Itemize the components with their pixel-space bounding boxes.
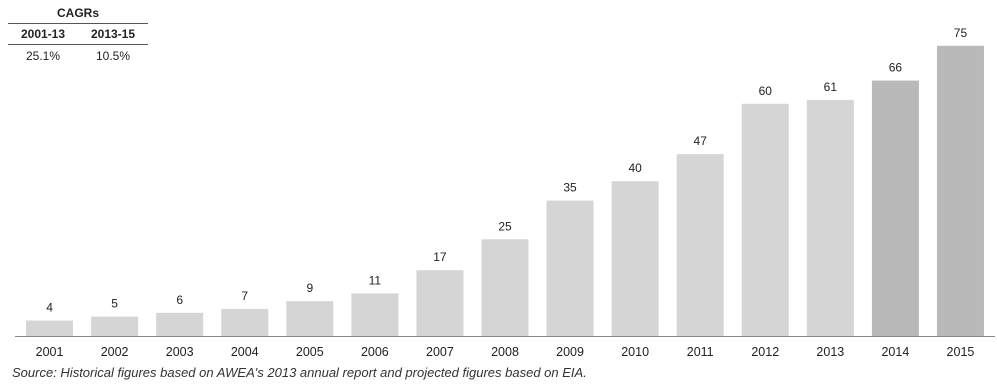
cagr-value-2013-15: 10.5% [95, 49, 131, 63]
data-label-2007: 17 [433, 250, 447, 264]
x-tick-label-2009: 2009 [556, 345, 584, 359]
x-tick-label-2007: 2007 [426, 345, 454, 359]
bar-2015 [936, 45, 984, 336]
data-label-2015: 75 [954, 26, 968, 40]
x-tick-label-2004: 2004 [231, 345, 259, 359]
data-label-2013: 61 [824, 80, 838, 94]
x-tick-label-2012: 2012 [751, 345, 779, 359]
data-label-2003: 6 [176, 293, 183, 307]
data-label-2002: 5 [111, 297, 118, 311]
data-label-2001: 4 [46, 301, 53, 315]
data-label-2011: 47 [694, 134, 708, 148]
data-label-2012: 60 [759, 84, 773, 98]
bar-2001 [26, 320, 74, 336]
cagr-header-2001-13: 2001-13 [20, 27, 66, 41]
bar-2014 [871, 80, 919, 336]
cagr-table: CAGRs 2001-13 2013-15 25.1% 10.5% [8, 6, 148, 66]
data-label-2004: 7 [241, 289, 248, 303]
cagr-value-2001-13: 25.1% [25, 49, 61, 63]
x-tick-label-2005: 2005 [296, 345, 324, 359]
data-label-2006: 11 [369, 273, 382, 287]
cagr-value-row: 25.1% 10.5% [8, 45, 148, 66]
data-label-2008: 25 [498, 219, 512, 233]
bar-2008 [481, 239, 529, 336]
cagr-title: CAGRs [8, 6, 148, 24]
data-label-2014: 66 [889, 61, 903, 75]
x-tick-label-2006: 2006 [361, 345, 389, 359]
x-tick-label-2013: 2013 [816, 345, 844, 359]
cagr-header-row: 2001-13 2013-15 [8, 24, 148, 45]
bar-2013 [806, 99, 854, 337]
x-tick-label-2002: 2002 [101, 345, 129, 359]
bar-2005 [286, 301, 334, 336]
data-label-2005: 9 [306, 281, 313, 295]
bar-2009 [546, 200, 594, 336]
bar-2010 [611, 181, 659, 336]
bar-2002 [91, 316, 139, 336]
x-tick-label-2001: 2001 [36, 345, 64, 359]
bar-2003 [156, 312, 204, 336]
bar-chart: 4 2001 5 2002 6 2003 7 2004 9 2005 11 2006 17 2007 25 2… [15, 26, 995, 359]
source-note: Source: Historical figures based on AWEA… [12, 365, 587, 380]
x-tick-label-2014: 2014 [881, 345, 909, 359]
cagr-header-2013-15: 2013-15 [90, 27, 136, 41]
bar-2007 [416, 270, 464, 336]
bar-2011 [676, 154, 724, 336]
bar-2006 [351, 293, 399, 336]
bar-2012 [741, 103, 789, 336]
x-tick-label-2011: 2011 [687, 345, 714, 359]
x-tick-label-2008: 2008 [491, 345, 519, 359]
x-tick-label-2003: 2003 [166, 345, 194, 359]
x-tick-label-2010: 2010 [621, 345, 649, 359]
bar-2004 [221, 308, 269, 336]
data-label-2009: 35 [563, 181, 577, 195]
x-tick-label-2015: 2015 [947, 345, 975, 359]
data-label-2010: 40 [628, 161, 642, 175]
